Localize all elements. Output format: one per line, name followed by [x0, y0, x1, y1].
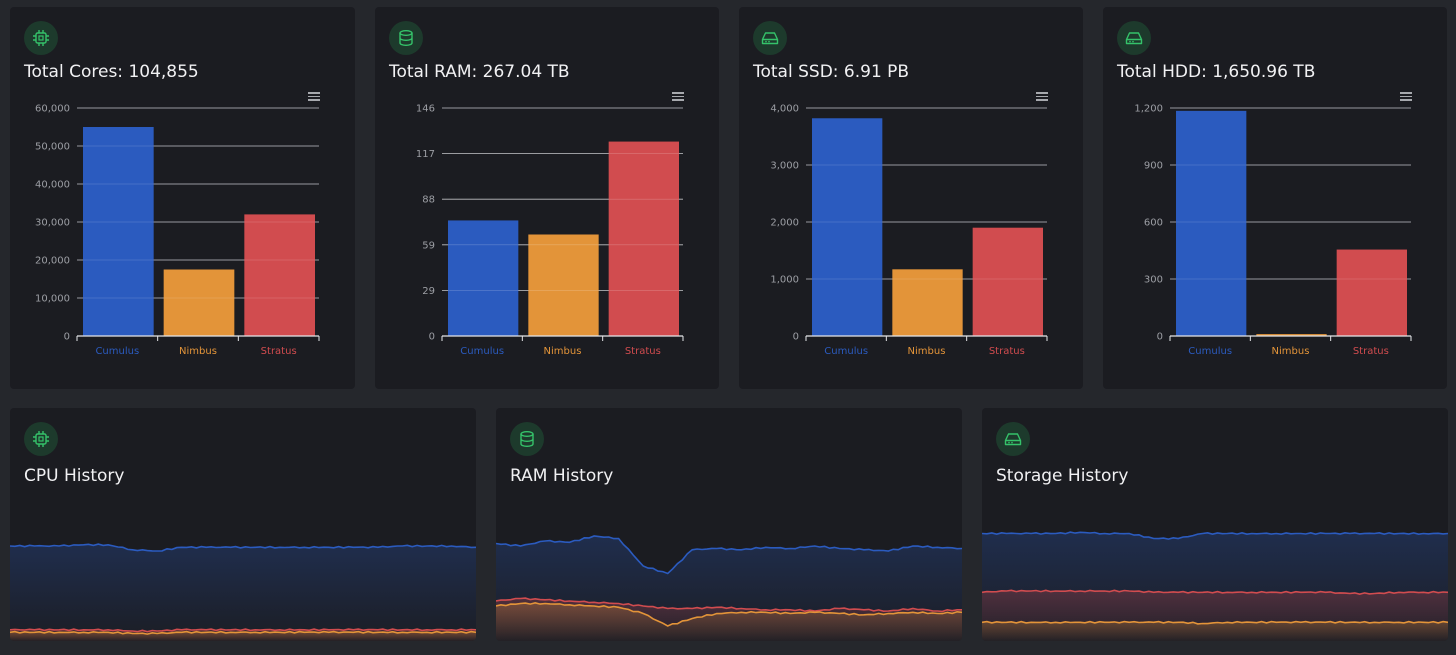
- y-tick-label: 20,000: [35, 256, 70, 267]
- chart-menu-icon[interactable]: [308, 92, 320, 102]
- ssd-card: Total SSD: 6.91 PB 0 1,000 2,000 3,000 4,000…: [739, 7, 1083, 389]
- y-tick-label: 0: [64, 332, 70, 343]
- y-tick-label: 30,000: [35, 218, 70, 229]
- chart-menu-icon[interactable]: [1400, 92, 1412, 102]
- area-nimbus: [982, 621, 1448, 641]
- y-tick-label: 60,000: [35, 104, 70, 115]
- y-tick-label: 29: [422, 286, 435, 297]
- storage-history-card: Storage History: [982, 408, 1448, 641]
- card-title: Total RAM: 267.04 TB: [389, 62, 570, 82]
- ram-history-card: RAM History: [496, 408, 962, 641]
- y-tick-label: 1,000: [770, 275, 799, 286]
- y-tick-label: 117: [416, 149, 435, 160]
- x-tick-label: Stratus: [1353, 346, 1389, 357]
- y-tick-label: 50,000: [35, 142, 70, 153]
- bar-nimbus: [892, 269, 963, 336]
- area-cumulus: [10, 544, 476, 641]
- ram-card: Total RAM: 267.04 TB 0 29 59 88 117 146 Cumulu…: [375, 7, 719, 389]
- x-tick-label: Cumulus: [824, 346, 868, 357]
- hard-drive-icon: [996, 422, 1030, 456]
- cpu-icon: [24, 422, 58, 456]
- y-tick-label: 0: [429, 332, 435, 343]
- x-tick-label: Nimbus: [179, 346, 217, 357]
- bar-nimbus: [1256, 334, 1327, 336]
- line-stratus: [10, 628, 476, 633]
- database-icon: [510, 422, 544, 456]
- bar-cumulus: [1176, 110, 1247, 336]
- area-nimbus: [496, 602, 962, 641]
- card-title: RAM History: [510, 466, 614, 486]
- cpu-history-chart: [10, 543, 476, 641]
- y-tick-label: 59: [422, 240, 435, 251]
- area-nimbus: [10, 631, 476, 641]
- bar-stratus: [244, 214, 315, 336]
- card-title: Total Cores: 104,855: [24, 62, 199, 82]
- y-tick-label: 146: [416, 104, 435, 115]
- y-tick-label: 10,000: [35, 294, 70, 305]
- y-tick-label: 2,000: [770, 218, 799, 229]
- ram-bar-chart: 0 29 59 88 117 146 Cumulus Nimbus Stratus: [416, 104, 684, 357]
- y-tick-label: 40,000: [35, 180, 70, 191]
- cores-card: Total Cores: 104,855 0 10,000 20,000 30,000…: [10, 7, 355, 389]
- x-tick-label: Stratus: [625, 346, 661, 357]
- y-tick-label: 3,000: [770, 161, 799, 172]
- line-cumulus: [496, 535, 962, 575]
- y-tick-label: 88: [422, 195, 435, 206]
- chart-menu-icon[interactable]: [1036, 92, 1048, 102]
- cpu-icon: [24, 21, 58, 55]
- bar-cumulus: [812, 118, 883, 336]
- line-nimbus: [10, 630, 476, 635]
- chart-menu-icon[interactable]: [672, 92, 684, 102]
- hard-drive-icon: [753, 21, 787, 55]
- x-tick-label: Nimbus: [1272, 346, 1310, 357]
- card-title: CPU History: [24, 466, 125, 486]
- bar-stratus: [608, 141, 679, 336]
- ssd-bar-chart: 0 1,000 2,000 3,000 4,000 Cumulus Nimbus Stratu…: [770, 104, 1048, 357]
- ram-history-chart: [496, 535, 962, 641]
- line-cumulus: [10, 543, 476, 552]
- y-tick-label: 0: [793, 332, 799, 343]
- line-cumulus: [982, 531, 1448, 540]
- x-tick-label: Stratus: [261, 346, 297, 357]
- line-nimbus: [496, 601, 962, 627]
- bar-cumulus: [83, 127, 154, 336]
- hdd-card: Total HDD: 1,650.96 TB 0 300 600 900 1,200 Cu…: [1103, 7, 1447, 389]
- x-tick-label: Cumulus: [460, 346, 504, 357]
- x-tick-label: Nimbus: [908, 346, 946, 357]
- x-tick-label: Nimbus: [544, 346, 582, 357]
- bar-stratus: [972, 227, 1043, 336]
- bar-cumulus: [448, 220, 519, 336]
- storage-history-chart: [982, 531, 1448, 641]
- y-tick-label: 600: [1144, 218, 1163, 229]
- y-tick-label: 900: [1144, 161, 1163, 172]
- cpu-history-card: CPU History: [10, 408, 476, 641]
- database-icon: [389, 21, 423, 55]
- card-title: Total SSD: 6.91 PB: [753, 62, 910, 82]
- hdd-bar-chart: 0 300 600 900 1,200 Cumulus Nimbus Stratus: [1134, 104, 1412, 357]
- y-tick-label: 4,000: [770, 104, 799, 115]
- x-tick-label: Cumulus: [95, 346, 139, 357]
- card-title: Storage History: [996, 466, 1129, 486]
- y-tick-label: 0: [1157, 332, 1163, 343]
- line-nimbus: [982, 620, 1448, 625]
- x-tick-label: Cumulus: [1188, 346, 1232, 357]
- line-stratus: [982, 589, 1448, 596]
- cores-bar-chart: 0 10,000 20,000 30,000 40,000 50,000 60,000 Cum…: [35, 104, 320, 357]
- x-tick-label: Stratus: [989, 346, 1025, 357]
- y-tick-label: 300: [1144, 275, 1163, 286]
- bar-nimbus: [163, 269, 235, 336]
- line-stratus: [496, 597, 962, 613]
- card-title: Total HDD: 1,650.96 TB: [1117, 62, 1316, 82]
- y-tick-label: 1,200: [1134, 104, 1163, 115]
- bar-stratus: [1336, 249, 1407, 336]
- bar-nimbus: [528, 234, 599, 336]
- hard-drive-icon: [1117, 21, 1151, 55]
